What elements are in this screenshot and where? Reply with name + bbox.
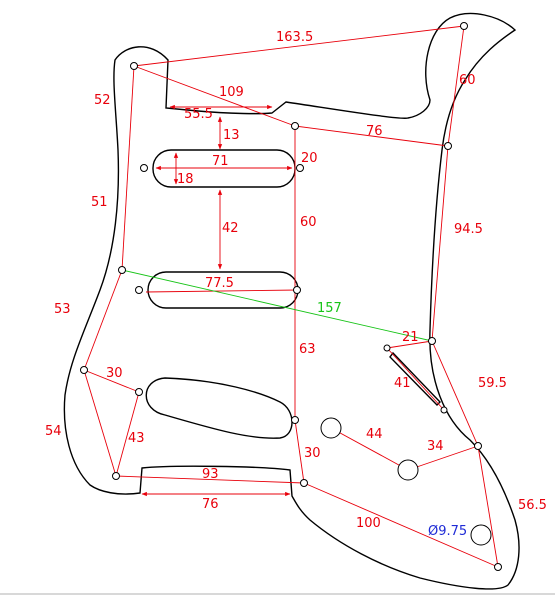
dim-56-5: 56.5 — [518, 498, 547, 513]
dimension-lines — [83, 25, 499, 568]
dim-55-5: 55.5 — [184, 107, 213, 122]
dim-93: 93 — [202, 467, 219, 482]
dim-44: 44 — [366, 427, 383, 442]
dim-13: 13 — [223, 128, 240, 143]
pickguard-outline — [63, 12, 520, 590]
dim-100: 100 — [356, 516, 381, 531]
dim-18: 18 — [177, 172, 194, 187]
switch-slot — [389, 351, 441, 406]
mounting-holes — [80, 22, 502, 571]
dim-59-5: 59.5 — [478, 376, 507, 391]
dim-60-mid: 60 — [300, 215, 317, 230]
dim-42: 42 — [222, 221, 239, 236]
dim-53: 53 — [54, 302, 71, 317]
dim-54: 54 — [45, 424, 62, 439]
dim-77-5: 77.5 — [205, 276, 234, 291]
dim-30-left: 30 — [106, 366, 123, 381]
dim-51: 51 — [91, 195, 108, 210]
long-dimension-line — [121, 269, 433, 342]
dim-30-bottom: 30 — [304, 446, 321, 461]
dim-109: 109 — [219, 85, 244, 100]
dim-163-5: 163.5 — [276, 30, 313, 45]
dim-71: 71 — [212, 154, 229, 169]
dim-94-5: 94.5 — [454, 222, 483, 237]
dim-43: 43 — [128, 431, 145, 446]
dim-34: 34 — [427, 439, 444, 454]
dimension-labels: 163.5 52 109 55.5 60 76 13 71 18 20 51 4… — [45, 30, 547, 539]
volume-pot-hole — [320, 417, 342, 439]
dim-157: 157 — [317, 301, 342, 316]
dim-76-bottom: 76 — [202, 497, 219, 512]
dim-60-top: 60 — [459, 73, 476, 88]
dim-20: 20 — [301, 151, 318, 166]
dim-diameter: Ø9.75 — [428, 524, 467, 539]
dim-76-top: 76 — [366, 124, 383, 139]
dim-52: 52 — [94, 93, 111, 108]
dim-63: 63 — [299, 342, 316, 357]
dim-41: 41 — [394, 376, 411, 391]
dim-21: 21 — [402, 330, 419, 345]
tone-pot-hole — [397, 459, 419, 481]
jack-hole — [470, 524, 492, 546]
bridge-pickup-slot — [145, 377, 293, 439]
